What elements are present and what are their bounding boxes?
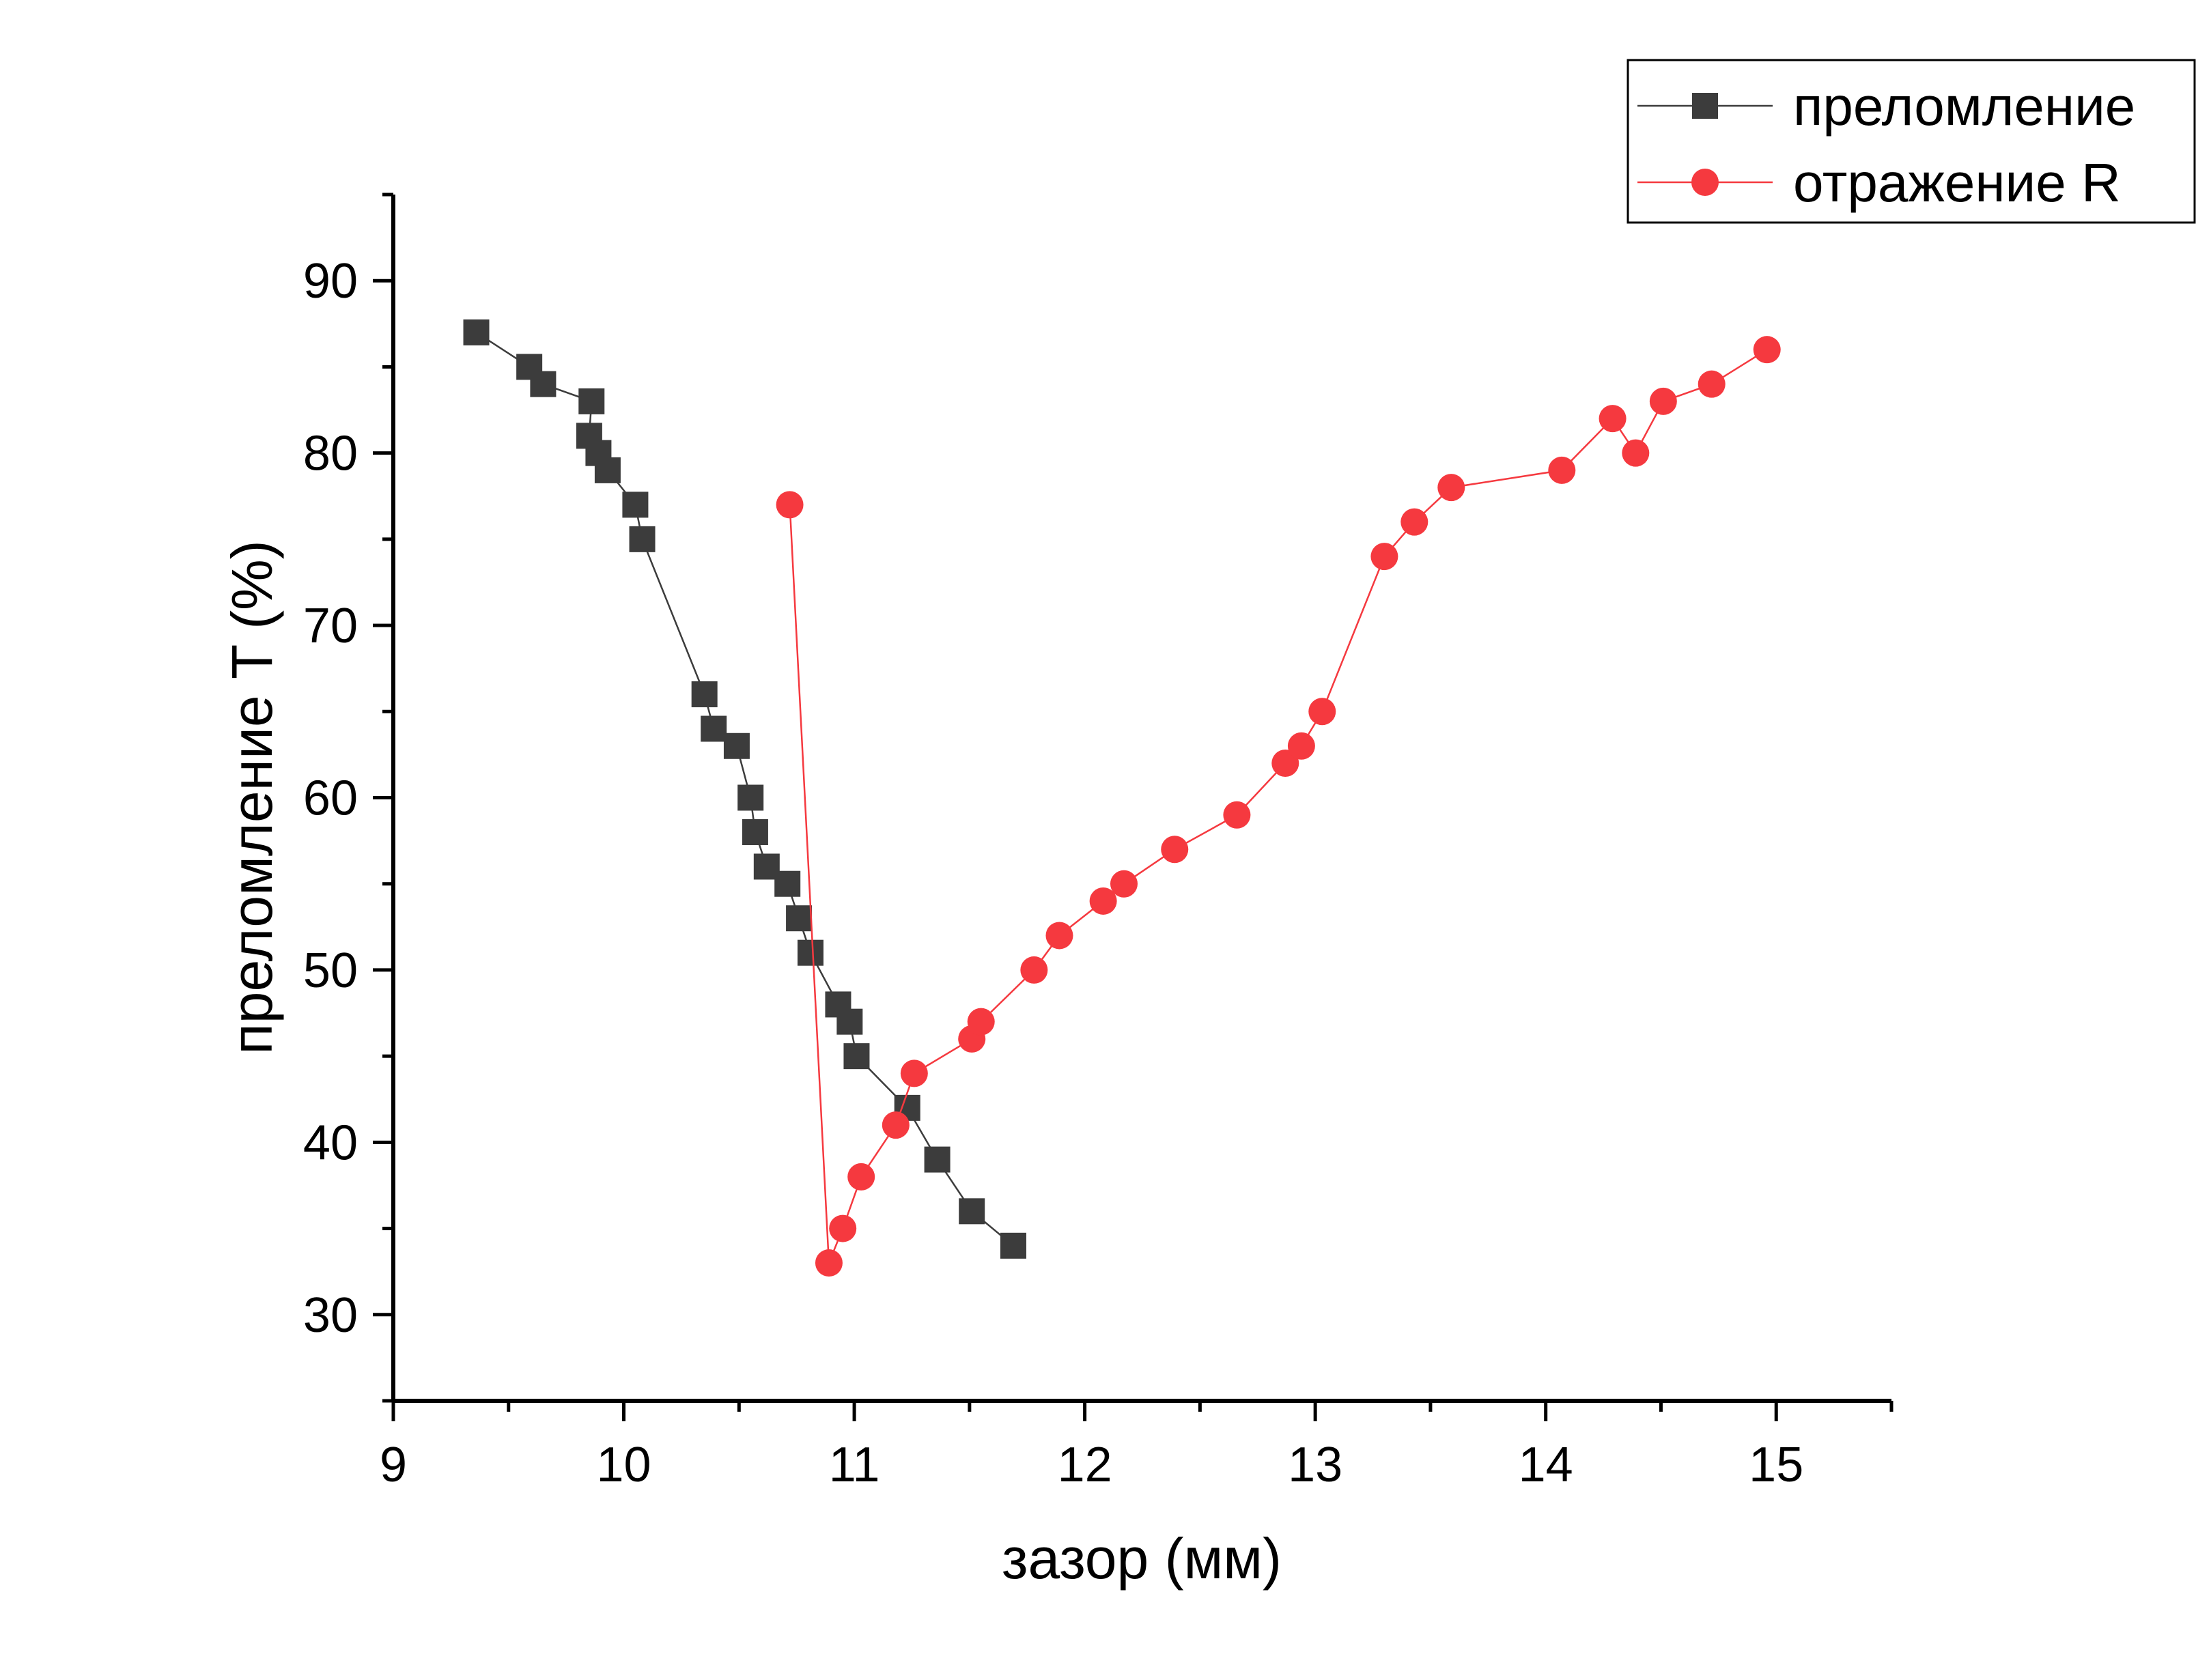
data-point xyxy=(776,491,804,519)
x-tick-label: 9 xyxy=(380,1438,407,1492)
data-point xyxy=(1089,887,1117,915)
data-point xyxy=(1649,387,1677,415)
data-point xyxy=(463,319,490,345)
data-point xyxy=(836,1008,863,1035)
data-point xyxy=(1400,508,1428,536)
data-point xyxy=(1161,836,1189,864)
y-axis-title: преломление T (%) xyxy=(220,540,284,1054)
y-tick-label: 60 xyxy=(303,771,358,826)
data-point xyxy=(629,526,656,552)
series-line xyxy=(789,349,1768,1264)
data-point xyxy=(1753,336,1781,364)
data-point xyxy=(742,818,768,845)
data-point xyxy=(797,939,824,966)
data-point xyxy=(1599,405,1627,433)
y-tick-label: 50 xyxy=(303,943,358,998)
data-point xyxy=(1045,922,1073,950)
legend-label: отражение R xyxy=(1793,152,2121,213)
data-point xyxy=(1622,439,1650,467)
data-point xyxy=(1223,801,1251,829)
data-point xyxy=(815,1249,843,1277)
data-point xyxy=(530,371,557,397)
data-point xyxy=(1271,750,1299,778)
y-tick-label: 70 xyxy=(303,599,358,653)
data-point xyxy=(594,457,621,483)
data-point xyxy=(1110,870,1138,898)
data-point xyxy=(882,1111,910,1139)
series-refraction xyxy=(463,319,1026,1259)
data-point xyxy=(691,681,718,708)
data-point xyxy=(723,732,750,759)
data-point xyxy=(967,1008,995,1036)
data-point xyxy=(1020,956,1048,984)
data-point xyxy=(701,715,727,742)
data-point xyxy=(900,1059,928,1087)
legend-marker xyxy=(1691,169,1719,196)
series-reflection xyxy=(776,336,1781,1277)
x-tick-label: 15 xyxy=(1749,1438,1803,1492)
data-point xyxy=(1308,698,1336,726)
data-point xyxy=(786,905,813,932)
y-tick-label: 40 xyxy=(303,1115,358,1170)
data-point xyxy=(737,784,764,811)
legend-label: преломление xyxy=(1793,76,2135,137)
legend-box xyxy=(1627,59,2196,224)
legend: преломление отражение R xyxy=(1627,59,2196,224)
x-axis-title: зазор (мм) xyxy=(1002,1526,1282,1591)
y-tick-label: 80 xyxy=(303,427,358,481)
axes: 9 10 11 12 13 14 15 30 40 50 60 70 80 90 xyxy=(303,193,1894,1492)
y-tick-label: 30 xyxy=(303,1288,358,1343)
data-point xyxy=(578,388,605,414)
data-point xyxy=(924,1146,951,1173)
data-point xyxy=(622,492,649,518)
data-point xyxy=(959,1198,985,1225)
y-tick-label: 90 xyxy=(303,254,358,309)
x-tick-label: 13 xyxy=(1288,1438,1342,1492)
data-point xyxy=(829,1214,857,1242)
x-tick-label: 10 xyxy=(596,1438,651,1492)
data-point xyxy=(1000,1232,1026,1259)
data-point xyxy=(847,1163,875,1191)
legend-marker xyxy=(1692,93,1718,119)
data-point xyxy=(1548,456,1576,484)
data-point xyxy=(1437,474,1465,502)
data-point xyxy=(1370,543,1398,571)
series-layer xyxy=(463,319,1781,1277)
data-point xyxy=(1287,732,1315,760)
data-point xyxy=(1698,370,1726,398)
x-tick-label: 12 xyxy=(1058,1438,1112,1492)
data-point xyxy=(774,870,801,897)
data-point xyxy=(843,1043,870,1070)
x-tick-label: 11 xyxy=(829,1438,880,1492)
x-tick-label: 14 xyxy=(1519,1438,1573,1492)
